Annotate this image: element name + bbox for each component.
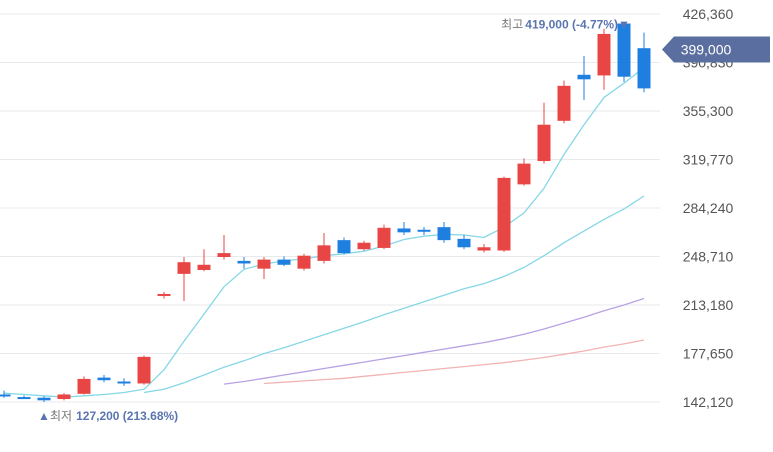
- candle-body: [517, 163, 531, 185]
- moving-average-line-ma-longest: [263, 339, 645, 385]
- candle-body: [557, 85, 571, 121]
- candle-body: [357, 242, 371, 250]
- candle-body: [297, 255, 311, 269]
- y-tick-label: 248,710: [683, 249, 734, 265]
- candle[interactable]: [477, 244, 491, 253]
- candle[interactable]: [317, 233, 331, 264]
- low-marker: ▲: [38, 409, 50, 423]
- candle[interactable]: [177, 256, 191, 302]
- high-marker: ▼: [618, 18, 630, 32]
- candle-body: [157, 293, 171, 296]
- low-label: 최저: [50, 409, 72, 423]
- candle-body: [217, 253, 231, 257]
- candle-body: [537, 124, 551, 162]
- candle-body: [457, 238, 471, 248]
- candle[interactable]: [37, 396, 51, 402]
- candle-body: [497, 177, 511, 251]
- candle-body: [477, 247, 491, 251]
- y-tick-label: 142,120: [683, 394, 734, 410]
- candle-body: [57, 394, 71, 400]
- current-price-badge: 399,000: [662, 36, 770, 63]
- annotations: 419,000 (-4.77%)최고 ▼ ▲ 최저 127,200 (213.68%): [38, 18, 630, 423]
- moving-average-line-ma-short: [3, 67, 645, 398]
- candle[interactable]: [457, 234, 471, 250]
- candle[interactable]: [197, 249, 211, 272]
- candle-body: [617, 23, 631, 77]
- candle[interactable]: [617, 23, 631, 82]
- y-tick-label: 355,300: [683, 103, 734, 119]
- candle-body: [437, 227, 451, 241]
- candle[interactable]: [77, 376, 91, 395]
- y-axis: 426,360390,830355,300319,770284,240248,7…: [662, 6, 770, 410]
- candle-body: [317, 245, 331, 261]
- candle-body: [37, 397, 51, 401]
- candle[interactable]: [137, 355, 151, 385]
- candle[interactable]: [397, 221, 411, 235]
- current-price-label: 399,000: [681, 41, 732, 57]
- high-price-annotation: 419,000 (-4.77%)최고 ▼: [501, 18, 630, 32]
- candle-body: [117, 381, 131, 384]
- candle-body: [277, 259, 291, 265]
- candle-body: [17, 397, 31, 400]
- candle[interactable]: [357, 240, 371, 251]
- candle-body: [417, 229, 431, 232]
- moving-average-line-ma-mid: [143, 195, 645, 394]
- candle[interactable]: [237, 256, 251, 269]
- candle[interactable]: [97, 375, 111, 383]
- y-tick-label: 177,650: [683, 346, 734, 362]
- candle[interactable]: [417, 227, 431, 235]
- low-value: 127,200 (213.68%): [76, 409, 178, 423]
- candle[interactable]: [557, 80, 571, 124]
- high-label: 최고: [501, 18, 523, 32]
- candle[interactable]: [497, 176, 511, 252]
- candle[interactable]: [437, 221, 451, 243]
- moving-average-lines: [3, 67, 645, 398]
- candle-body: [177, 262, 191, 274]
- candle-body: [197, 264, 211, 270]
- candle-body: [137, 356, 151, 384]
- candle[interactable]: [57, 393, 71, 401]
- candle[interactable]: [377, 224, 391, 250]
- candle[interactable]: [277, 256, 291, 267]
- candle[interactable]: [517, 158, 531, 186]
- candle[interactable]: [577, 55, 591, 101]
- candle-body: [337, 240, 351, 254]
- candle[interactable]: [257, 256, 271, 280]
- y-tick-label: 284,240: [683, 200, 734, 216]
- candle-body: [77, 378, 91, 394]
- moving-average-line-ma-long: [223, 297, 645, 385]
- low-price-annotation: ▲ 최저 127,200 (213.68%): [38, 409, 178, 423]
- y-tick-label: 426,360: [683, 6, 734, 22]
- y-tick-label: 213,180: [683, 297, 734, 313]
- candle-body: [377, 227, 391, 248]
- grid-lines: [0, 13, 660, 403]
- candle[interactable]: [217, 234, 231, 260]
- candle[interactable]: [337, 237, 351, 255]
- candle-body: [577, 74, 591, 80]
- candle[interactable]: [117, 378, 131, 387]
- candle[interactable]: [637, 32, 651, 93]
- candle[interactable]: [157, 292, 171, 299]
- candle-body: [257, 259, 271, 269]
- y-tick-label: 319,770: [683, 152, 734, 168]
- candle[interactable]: [297, 253, 311, 271]
- candle-body: [397, 228, 411, 233]
- candle-body: [97, 377, 111, 381]
- candle[interactable]: [17, 395, 31, 400]
- candle-body: [0, 394, 11, 397]
- candle[interactable]: [597, 28, 611, 90]
- candle-body: [237, 260, 251, 264]
- candle-body: [597, 33, 611, 76]
- candle[interactable]: [537, 102, 551, 164]
- candles[interactable]: [0, 23, 651, 402]
- candle-body: [637, 48, 651, 89]
- high-value: 419,000 (-4.77%): [525, 18, 618, 32]
- current-price-badge-shape: [662, 36, 770, 63]
- candle[interactable]: [0, 390, 11, 398]
